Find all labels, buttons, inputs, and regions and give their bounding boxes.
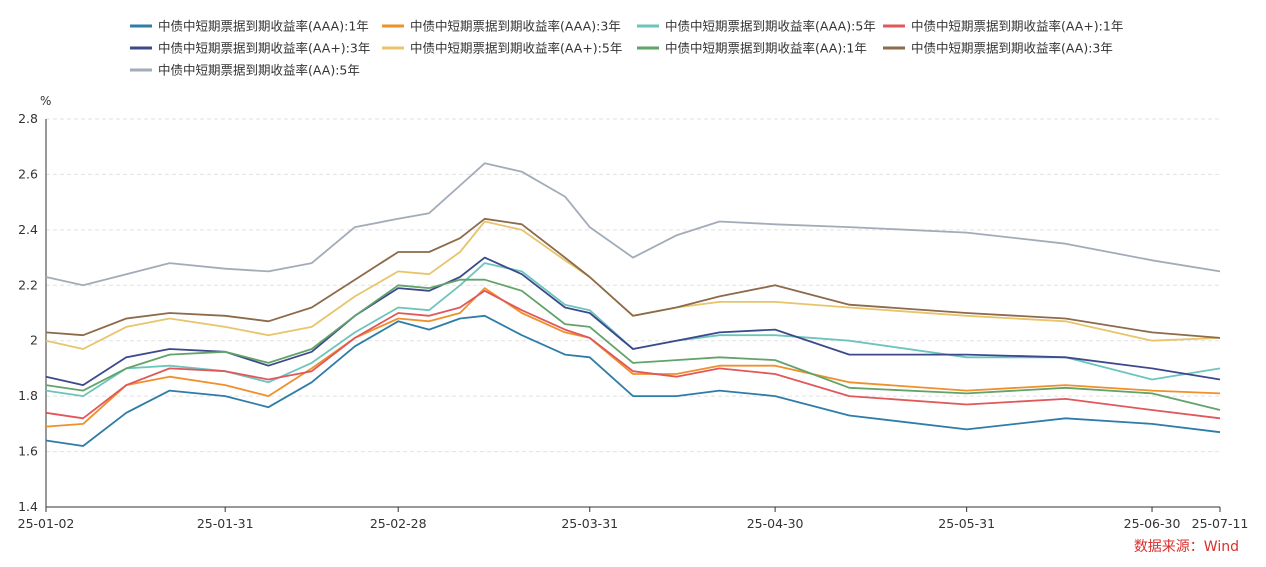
- x-tick-label: 25-07-11: [1192, 516, 1249, 531]
- series-line-7: [45, 278, 1221, 411]
- y-tick-label: 2.8: [18, 111, 38, 126]
- axes: 1.4 1.6 1.8 2 2.2 2.4 2.6 2.8 25-01-02 25-01-31 25…: [18, 111, 1249, 531]
- legend-entry: 中债中短期票据到期收益率(AA):5年: [158, 63, 360, 78]
- y-tick-label: 1.6: [18, 444, 38, 459]
- series-line-9: [45, 162, 1221, 287]
- series-lines: [45, 162, 1221, 447]
- data-source-note: 数据来源：Wind: [1133, 539, 1239, 555]
- y-tick-label: 2.2: [18, 277, 38, 292]
- y-tick-label: 1.8: [18, 388, 38, 403]
- series-line-1: [45, 314, 1221, 447]
- series-line-4: [45, 289, 1221, 420]
- legend-entry: 中债中短期票据到期收益率(AA+):1年: [911, 19, 1123, 34]
- x-tick-label: 25-01-31: [197, 516, 254, 531]
- legend-entry: 中债中短期票据到期收益率(AAA):1年: [158, 19, 369, 34]
- y-tick-label: 2.6: [18, 166, 38, 181]
- legend-entry: 中债中短期票据到期收益率(AAA):3年: [410, 19, 621, 34]
- y-tick-label: 1.4: [18, 499, 38, 514]
- series-line-3: [45, 262, 1221, 398]
- x-tick-label: 25-02-28: [370, 516, 427, 531]
- y-tick-label: 2.4: [18, 222, 38, 237]
- legend-entry: 中债中短期票据到期收益率(AA+):3年: [158, 41, 370, 56]
- x-tick-label: 25-06-30: [1124, 516, 1181, 531]
- series-line-5: [45, 256, 1221, 387]
- y-tick-label: 2: [30, 333, 38, 348]
- legend-entry: 中债中短期票据到期收益率(AA):3年: [911, 41, 1113, 56]
- series-line-6: [45, 220, 1221, 350]
- legend-entry: 中债中短期票据到期收益率(AA):1年: [665, 41, 867, 56]
- x-tick-label: 25-05-31: [938, 516, 995, 531]
- y-axis-unit-label: %: [40, 94, 51, 108]
- legend-entry: 中债中短期票据到期收益率(AAA):5年: [665, 19, 876, 34]
- x-tick-label: 25-03-31: [561, 516, 618, 531]
- legend-entry: 中债中短期票据到期收益率(AA+):5年: [410, 41, 622, 56]
- y-gridlines: [46, 118, 1220, 453]
- x-tick-label: 25-04-30: [747, 516, 804, 531]
- legend: 中债中短期票据到期收益率(AAA):1年 中债中短期票据到期收益率(AAA):3年…: [130, 19, 1123, 78]
- series-line-8: [45, 217, 1221, 339]
- x-tick-label: 25-01-02: [18, 516, 75, 531]
